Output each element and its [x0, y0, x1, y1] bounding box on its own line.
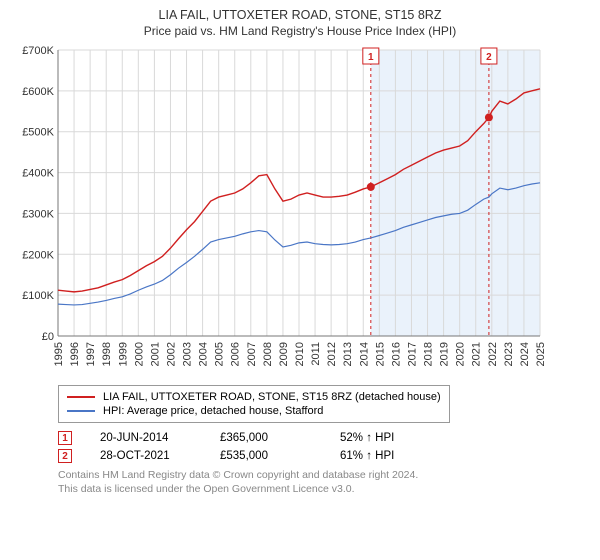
line-chart: 1 2 £0 £100K £200K £300K £400K £500K £600K £700K 1…	[10, 46, 550, 376]
legend-row: LIA FAIL, UTTOXETER ROAD, STONE, ST15 8R…	[67, 390, 441, 404]
svg-text:£400K: £400K	[22, 168, 54, 180]
svg-text:2010: 2010	[294, 342, 306, 366]
legend: LIA FAIL, UTTOXETER ROAD, STONE, ST15 8R…	[58, 385, 450, 423]
sale-price: £365,000	[220, 432, 312, 444]
svg-text:2017: 2017	[406, 342, 418, 366]
sale-marker: 1	[58, 431, 72, 445]
sale-delta: 61% ↑ HPI	[340, 450, 432, 462]
svg-text:2003: 2003	[182, 342, 194, 366]
svg-text:2008: 2008	[262, 342, 274, 366]
svg-text:2024: 2024	[519, 342, 531, 366]
legend-swatch	[67, 410, 95, 412]
legend-row: HPI: Average price, detached house, Staf…	[67, 404, 441, 418]
svg-text:1999: 1999	[117, 342, 129, 366]
svg-text:2021: 2021	[471, 342, 483, 366]
svg-text:2012: 2012	[326, 342, 338, 366]
sale-price: £535,000	[220, 450, 312, 462]
svg-text:£700K: £700K	[22, 46, 54, 57]
svg-text:2011: 2011	[310, 342, 322, 366]
svg-text:£500K: £500K	[22, 127, 54, 139]
svg-text:1995: 1995	[53, 342, 65, 366]
svg-text:2004: 2004	[198, 342, 210, 366]
svg-text:1: 1	[368, 52, 374, 63]
svg-text:2018: 2018	[423, 342, 435, 366]
footnote-line: This data is licensed under the Open Gov…	[58, 483, 590, 497]
svg-text:2: 2	[486, 52, 492, 63]
chart-container: LIA FAIL, UTTOXETER ROAD, STONE, ST15 8R…	[0, 0, 600, 560]
sales-table: 1 20-JUN-2014 £365,000 52% ↑ HPI 2 28-OCT-202…	[58, 429, 590, 465]
svg-text:2022: 2022	[487, 342, 499, 366]
svg-text:1998: 1998	[101, 342, 113, 366]
svg-text:2001: 2001	[149, 342, 161, 366]
svg-text:£100K: £100K	[22, 290, 54, 302]
sale-row: 1 20-JUN-2014 £365,000 52% ↑ HPI	[58, 429, 590, 447]
svg-text:2025: 2025	[535, 342, 547, 366]
svg-text:2015: 2015	[374, 342, 386, 366]
svg-text:£0: £0	[42, 331, 54, 343]
svg-text:2013: 2013	[342, 342, 354, 366]
sale-row: 2 28-OCT-2021 £535,000 61% ↑ HPI	[58, 447, 590, 465]
svg-text:2000: 2000	[133, 342, 145, 366]
chart-subtitle: Price paid vs. HM Land Registry's House …	[10, 24, 590, 38]
svg-text:1997: 1997	[85, 342, 97, 366]
svg-text:2005: 2005	[214, 342, 226, 366]
svg-text:2009: 2009	[278, 342, 290, 366]
svg-text:2019: 2019	[439, 342, 451, 366]
footnote-line: Contains HM Land Registry data © Crown c…	[58, 469, 590, 483]
legend-label: LIA FAIL, UTTOXETER ROAD, STONE, ST15 8R…	[103, 391, 441, 403]
svg-text:2014: 2014	[358, 342, 370, 366]
svg-text:2023: 2023	[503, 342, 515, 366]
sale-date: 28-OCT-2021	[100, 450, 192, 462]
sale-date: 20-JUN-2014	[100, 432, 192, 444]
sale-marker: 2	[58, 449, 72, 463]
svg-text:£200K: £200K	[22, 249, 54, 261]
chart-area: 1 2 £0 £100K £200K £300K £400K £500K £600K £700K 1…	[10, 46, 590, 381]
svg-text:£300K: £300K	[22, 208, 54, 220]
svg-text:2006: 2006	[230, 342, 242, 366]
footnote: Contains HM Land Registry data © Crown c…	[58, 469, 590, 496]
svg-text:2007: 2007	[246, 342, 258, 366]
svg-text:2020: 2020	[455, 342, 467, 366]
legend-label: HPI: Average price, detached house, Staf…	[103, 405, 323, 417]
sale-delta: 52% ↑ HPI	[340, 432, 432, 444]
chart-title: LIA FAIL, UTTOXETER ROAD, STONE, ST15 8R…	[10, 8, 590, 22]
legend-swatch	[67, 396, 95, 398]
svg-text:1996: 1996	[69, 342, 81, 366]
svg-text:£600K: £600K	[22, 86, 54, 98]
svg-text:2016: 2016	[390, 342, 402, 366]
svg-text:2002: 2002	[165, 342, 177, 366]
